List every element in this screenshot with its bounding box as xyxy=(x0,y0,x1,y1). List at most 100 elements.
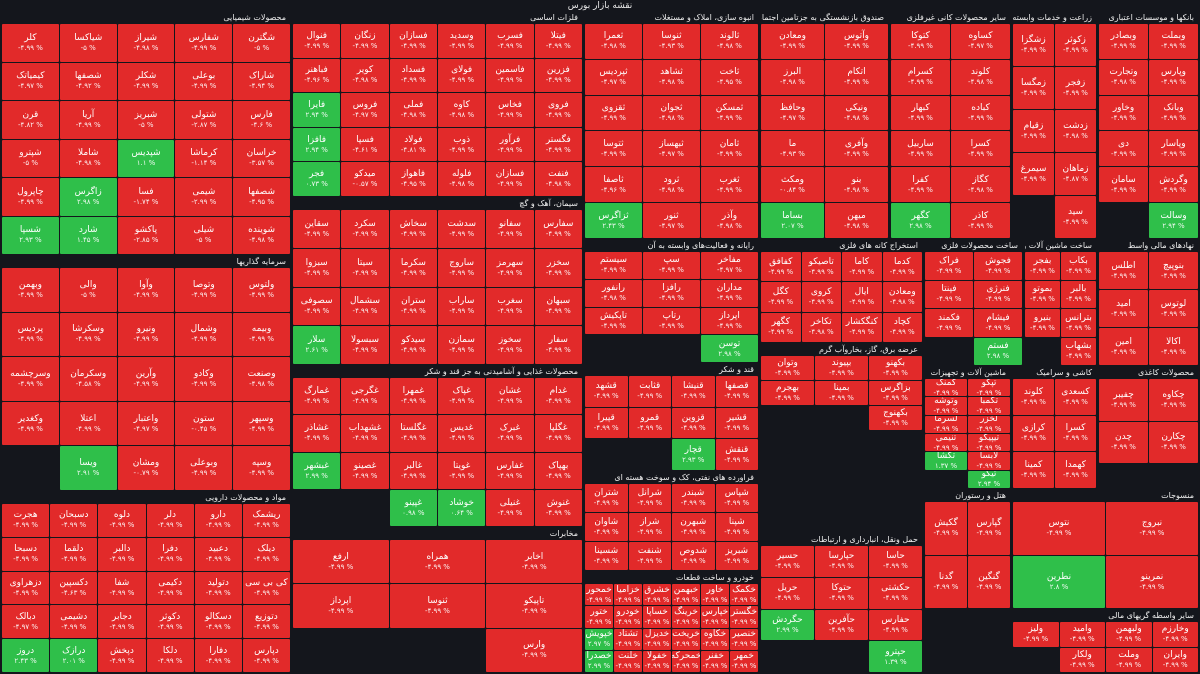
stock-cell: غدام -۴.۹۹ % xyxy=(534,378,582,415)
sector: نهادهای مالی واسط بنوپیچ -۴.۹۹ % اطلس -۴.۹۹ … xyxy=(1099,240,1198,365)
stock-cell: خپارس -۴.۹۹ % xyxy=(701,606,729,628)
stock-change: ۰.۷۳ % xyxy=(305,180,328,189)
stock-change: -۴.۹۹ % xyxy=(593,392,619,401)
stock-change: -۴.۹۹ % xyxy=(352,346,378,355)
sector: سرمایه گذاریها ولتوس -۴.۹۹ % وتوصا -۴.۹۹ % وآ… xyxy=(2,256,290,490)
stock-symbol: وتوصا xyxy=(192,279,215,290)
stock-change: -۴.۹۹ % xyxy=(615,617,641,626)
stock-cell: بهجرم -۴.۹۹ % xyxy=(761,381,814,405)
stock-cell: فاهواز -۴.۹۵ % xyxy=(389,162,438,196)
stock-cell: شیلی -۵ % xyxy=(175,216,233,254)
stock-symbol: شوینده xyxy=(248,225,276,236)
stock-change: -۴.۹۸ % xyxy=(968,185,993,194)
stock-change: -۴.۹۸ % xyxy=(449,180,475,189)
stock-cell: گپارس -۴.۹۹ % xyxy=(968,502,1010,555)
stock-symbol: سغرب xyxy=(497,296,523,307)
stock-cell: غدیس -۴.۹۹ % xyxy=(438,415,486,452)
stock-cell: وصنعت -۴.۹۸ % xyxy=(233,357,290,401)
stock-symbol: کساوه xyxy=(968,31,993,42)
stock-symbol: دزهراوی xyxy=(9,577,42,588)
stock-symbol: ثرود xyxy=(663,174,680,185)
sector: منسوجات نبروج -۴.۹۹ % نتوس -۴.۹۹ % نمرینو -۴.۹… xyxy=(1013,490,1198,608)
stock-symbol: کسرام xyxy=(907,67,934,78)
stock-change: ۲.۹۸ % xyxy=(718,349,741,358)
cell-grid: ولتوس -۴.۹۹ % وتوصا -۴.۹۹ % وآوا -۴.۹۹ % والی -… xyxy=(2,268,290,490)
cell-grid: سفارس -۴.۹۹ % سفانو -۴.۹۹ % سدشت -۴.۹۹ % سخاش -… xyxy=(293,210,582,364)
stock-symbol: والی xyxy=(79,279,97,290)
stock-change: -۴.۹۸ % xyxy=(352,76,378,85)
stock-symbol: وبیمه xyxy=(251,324,272,335)
stock-cell: دلکا -۴.۹۹ % xyxy=(146,639,194,672)
stock-symbol: فسرب xyxy=(497,30,523,41)
stock-symbol: شبریز xyxy=(134,109,158,120)
stock-symbol: غگلستا xyxy=(400,423,427,434)
stock-symbol: ثمسکن xyxy=(715,103,744,114)
stock-change: -۴.۹۳ % xyxy=(659,42,684,51)
stock-symbol: کچاد xyxy=(893,317,911,328)
stock-cell: کگهر -۴.۹۹ % xyxy=(761,312,801,342)
stock-cell: زفجر -۴.۹۹ % xyxy=(1055,67,1096,109)
stock-change: -۴.۹۹ % xyxy=(352,434,378,443)
stock-symbol: زنگان xyxy=(354,30,376,41)
stock-symbol: غویتا xyxy=(453,460,471,471)
stock-symbol: حتوکا xyxy=(831,583,852,594)
stock-change: -۴.۹۹ % xyxy=(497,268,523,277)
stock-cell: رافزا -۴.۹۹ % xyxy=(643,279,700,307)
stock-cell: خگستر -۴.۹۹ % xyxy=(730,606,758,628)
stock-symbol: کگاز xyxy=(972,174,989,185)
stock-change: -۴.۹۹ % xyxy=(449,145,475,154)
stock-symbol: مداران xyxy=(716,283,743,294)
stock-cell: کچاد -۴.۹۹ % xyxy=(882,312,922,342)
stock-cell: شبهرن -۴.۹۹ % xyxy=(672,513,715,541)
stock-symbol: خساپا xyxy=(646,606,668,617)
stock-symbol: شیلی xyxy=(193,225,215,236)
stock-change: -۴.۹۹ % xyxy=(1161,149,1186,158)
stock-change: -۴.۹۹ % xyxy=(702,662,728,671)
stock-cell: هجرت -۴.۹۹ % xyxy=(2,504,50,537)
stock-change: -۴.۹۹ % xyxy=(1063,434,1088,443)
stock-change: -۵ % xyxy=(196,236,212,245)
stock-symbol: زمگسا xyxy=(1021,78,1046,88)
stock-cell: فزرین -۴.۹۹ % xyxy=(534,58,582,93)
stock-symbol: دتوزیع xyxy=(255,611,278,622)
stock-cell: بفجر -۴.۹۹ % xyxy=(1025,252,1060,280)
stock-symbol: کلوند xyxy=(970,67,991,78)
stock-symbol: وآوا xyxy=(139,279,153,290)
sector-name: زراعت و خدمات وابسته xyxy=(1013,13,1092,22)
stock-cell: دسبحا -۴.۹۹ % xyxy=(2,537,50,571)
stock-symbol: ساربیل xyxy=(907,138,934,149)
stock-change: -۴.۹۹ % xyxy=(1111,443,1136,452)
stock-cell: سخزر -۴.۹۹ % xyxy=(534,248,582,287)
stock-change: -۴.۹۹ % xyxy=(191,43,217,52)
stock-symbol: سبسولا xyxy=(350,335,380,346)
stock-cell: ثاصفا -۴.۹۶ % xyxy=(585,167,642,203)
stock-change: ۱.۳۷ % xyxy=(934,462,958,470)
stock-symbol: فملی xyxy=(403,99,424,110)
stock-change: -۴.۹۹ % xyxy=(400,76,426,85)
stock-change: -۴.۹۹ % xyxy=(497,307,523,316)
stock-symbol: فروس xyxy=(352,99,378,110)
stock-symbol: ثامان xyxy=(719,138,740,149)
stock-cell: فسپا -۴.۶۱ % xyxy=(341,127,389,162)
stock-symbol: وآفری xyxy=(844,138,869,149)
stock-change: -۴.۹۹ % xyxy=(702,617,728,626)
stock-cell: تکشا ۱.۳۷ % xyxy=(925,452,967,470)
stock-cell: وارس -۴.۹۹ % xyxy=(486,628,582,672)
stock-cell: کسرام -۴.۹۹ % xyxy=(891,59,950,95)
stock-symbol: فنفت xyxy=(548,169,569,180)
stock-symbol: نطرین xyxy=(1046,571,1072,582)
stock-symbol: کسعدی xyxy=(1061,386,1090,397)
sector-name: سایر محصولات کانی غیرفلزی xyxy=(906,13,1006,22)
cell-grid: غدام -۴.۹۹ % غشان -۴.۹۹ % غپاک -۴.۹۹ % غمهرا -۴… xyxy=(293,378,582,526)
stock-change: -۴.۹۹ % xyxy=(157,622,183,631)
stock-change: -۴.۹۹ % xyxy=(304,307,330,316)
stock-symbol: لخزر xyxy=(980,415,998,425)
stock-cell: کگهر ۲.۹۸ % xyxy=(891,203,950,238)
sector: حمل ونقل، انبارداری و ارتباطات حاسا -۴.۹۹ … xyxy=(761,534,922,672)
stock-symbol: فجر xyxy=(309,169,325,180)
stock-cell: خصدرا ۲.۹۹ % xyxy=(585,650,613,672)
stock-symbol: چفیبر xyxy=(1113,389,1134,400)
stock-symbol: سکرما xyxy=(400,257,426,268)
stock-symbol: غبرک xyxy=(499,423,521,434)
stock-symbol: گپارس xyxy=(976,518,1002,529)
